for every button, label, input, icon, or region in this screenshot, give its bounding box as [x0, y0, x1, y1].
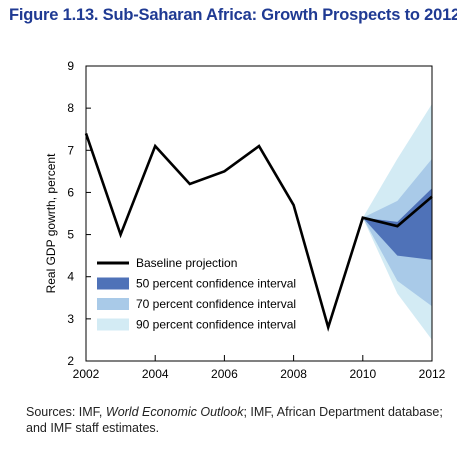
x-axis: 2002 2004 2006 2008 2010 2012 — [73, 355, 446, 381]
y-tick-label: 5 — [67, 228, 74, 242]
legend-swatch — [97, 318, 129, 331]
baseline-line — [84, 133, 433, 332]
y-axis-label: Real GDP gowrth, percent — [44, 153, 58, 294]
legend-swatch — [97, 277, 129, 290]
y-tick-label: 4 — [67, 270, 74, 284]
legend-label: 70 percent confidence interval — [136, 297, 296, 311]
source-note-suffix: ; IMF, African Department database; and … — [26, 405, 443, 435]
x-tick-label: 2004 — [142, 367, 169, 381]
y-tick-label: 7 — [67, 143, 74, 157]
x-tick-label: 2006 — [211, 367, 238, 381]
chart-title: Figure 1.13. Sub-Saharan Africa: Growth … — [9, 6, 457, 24]
y-tick-label: 2 — [67, 354, 74, 368]
x-tick-label: 2010 — [349, 367, 376, 381]
growth-chart: 2 3 4 5 6 7 8 9 2002 2004 2006 2008 2010 2012 Real G… — [44, 59, 446, 381]
x-tick-label: 2012 — [419, 367, 446, 381]
legend-swatch — [97, 298, 129, 310]
plot-frame — [85, 65, 433, 362]
y-axis: 2 3 4 5 6 7 8 9 — [67, 59, 91, 368]
baseline-series — [84, 133, 433, 332]
y-tick-label: 9 — [67, 59, 74, 73]
x-tick-label: 2008 — [280, 367, 307, 381]
y-tick-label: 3 — [67, 312, 74, 326]
y-tick-label: 6 — [67, 185, 74, 199]
source-note-italic: World Economic Outlook — [105, 405, 244, 419]
legend-label: Baseline projection — [136, 256, 237, 270]
source-note-prefix: Sources: IMF, — [26, 405, 106, 419]
legend-label: 50 percent confidence interval — [136, 277, 296, 291]
y-tick-label: 8 — [67, 101, 74, 115]
band-50-percent — [362, 188, 432, 260]
x-tick-label: 2002 — [73, 367, 100, 381]
legend: Baseline projection 50 percent confidence… — [97, 256, 296, 332]
source-note: Sources: IMF, World Economic Outlook; IM… — [26, 404, 451, 436]
confidence-bands — [362, 103, 432, 340]
legend-label: 90 percent confidence interval — [136, 318, 296, 332]
